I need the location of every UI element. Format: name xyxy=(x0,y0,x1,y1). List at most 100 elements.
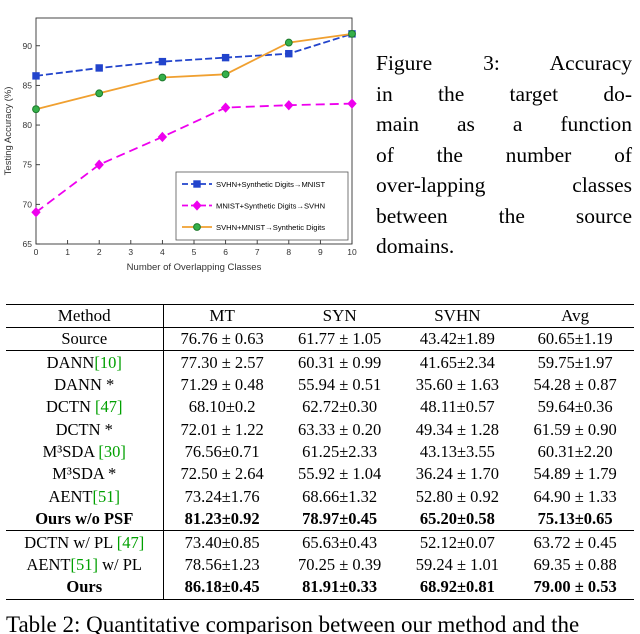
y-axis-label: Testing Accuracy (%) xyxy=(3,87,14,176)
value-cell: 70.25 ± 0.39 xyxy=(297,554,382,574)
caption-line: domains. xyxy=(376,234,455,258)
value-cell: 78.56±1.23 xyxy=(184,554,260,574)
x-tick-label: 1 xyxy=(65,247,70,257)
method-cell: Source xyxy=(6,327,164,352)
results-table: Method MT SYN SVHN Avg Source 76.76 ± 0.6… xyxy=(6,304,634,600)
diamond-marker xyxy=(94,159,104,170)
method-cell: DCTN * xyxy=(6,418,164,441)
value-cell: 54.89 ± 1.79 xyxy=(533,464,617,484)
value-cell: 54.28 ± 0.87 xyxy=(533,374,617,394)
x-tick-label: 10 xyxy=(347,247,357,257)
x-tick-label: 9 xyxy=(318,247,323,257)
circle-marker xyxy=(193,223,201,231)
table-row: Ours w/o PSF 81.23±0.92 78.97±0.45 65.20±0.… xyxy=(6,508,634,532)
x-tick-label: 2 xyxy=(97,247,102,257)
table-row: M³SDA * 72.50 ± 2.64 55.92 ± 1.04 36.24 ± 1… xyxy=(6,463,634,486)
value-cell: 68.66±1.32 xyxy=(302,486,378,506)
value-cell: 72.01 ± 1.22 xyxy=(180,419,264,439)
value-cell: 68.92±0.81 xyxy=(419,577,495,597)
table-row: DANN[10] 77.30 ± 2.57 60.31 ± 0.99 41.65±2.… xyxy=(6,350,634,374)
diamond-marker xyxy=(347,98,357,109)
y-tick-label: 80 xyxy=(23,120,33,130)
x-axis-label: Number of Overlapping Classes xyxy=(127,262,262,273)
method-cell: M³SDA * xyxy=(6,463,164,486)
value-cell: 72.50 ± 2.64 xyxy=(180,464,264,484)
value-cell: 65.63±0.43 xyxy=(302,532,378,552)
value-cell: 36.24 ± 1.70 xyxy=(415,464,500,484)
method-cell: DCTN w/ PL [47] xyxy=(6,530,164,554)
figure-3: 65 70 75 80 85 90 0 1 2 3 4 5 6 7 8 9 10 Testing Accuracy… xyxy=(0,0,640,290)
citation-ref: [47] xyxy=(95,397,123,417)
value-cell: 52.12±0.07 xyxy=(419,532,495,552)
caption-line: of the number of xyxy=(376,142,632,167)
x-tick-label: 8 xyxy=(286,247,291,257)
value-cell: 59.75±1.97 xyxy=(537,352,613,372)
plot-line-0 xyxy=(35,33,353,77)
figure-caption: Figure 3: Accuracy in the target do- mai… xyxy=(376,48,632,262)
diamond-marker xyxy=(157,131,168,143)
method-cell: M³SDA [30] xyxy=(6,440,164,464)
caption-line: Figure 3: Accuracy xyxy=(376,51,632,75)
value-cell: 76.56±0.71 xyxy=(184,442,260,462)
value-cell: 63.72 ± 0.45 xyxy=(533,532,617,552)
value-cell: 59.24 ± 1.01 xyxy=(415,554,500,574)
value-cell: 63.33 ± 0.20 xyxy=(297,419,382,439)
header-syn: SYN xyxy=(280,304,399,328)
accuracy-chart: 65 70 75 80 85 90 0 1 2 3 4 5 6 7 8 9 10 Testing Accuracy… xyxy=(0,6,362,290)
value-cell: 61.59 ± 0.90 xyxy=(533,419,617,439)
value-cell: 61.77 ± 1.05 xyxy=(280,327,399,352)
circle-marker xyxy=(158,73,167,82)
caption-line: over-lapping classes xyxy=(376,173,632,197)
legend: SVHN+Synthetic Digits→MNIST MNIST+Synthet… xyxy=(175,171,349,241)
value-cell: 41.65±2.34 xyxy=(419,352,495,372)
value-cell: 69.35 ± 0.88 xyxy=(533,554,617,574)
method-cell: DCTN [47] xyxy=(6,396,164,419)
circle-marker xyxy=(221,70,230,79)
circle-marker xyxy=(348,29,356,38)
y-tick-label: 90 xyxy=(23,41,33,51)
table-header-row: Method MT SYN SVHN Avg xyxy=(6,304,634,328)
y-tick-label: 75 xyxy=(23,160,33,170)
square-marker xyxy=(32,72,40,80)
value-cell: 55.92 ± 1.04 xyxy=(297,464,382,484)
header-svhn: SVHN xyxy=(398,304,517,328)
caption-line: in the target do- xyxy=(376,81,632,106)
square-marker xyxy=(193,180,201,188)
table-row: Ours 86.18±0.45 81.91±0.33 68.92±0.81 79.00 … xyxy=(6,576,634,599)
caption-line: between the source xyxy=(376,203,632,228)
value-cell: 71.29 ± 0.48 xyxy=(180,374,264,394)
plot-line-1 xyxy=(35,102,353,214)
value-cell: 76.76 ± 0.63 xyxy=(163,327,281,352)
x-tick-label: 0 xyxy=(34,247,39,257)
circle-marker xyxy=(95,89,104,98)
method-cell: DANN * xyxy=(6,373,164,397)
value-cell: 78.97±0.45 xyxy=(280,508,399,532)
value-cell: 55.94 ± 0.51 xyxy=(297,374,382,394)
value-cell: 65.20±0.58 xyxy=(398,508,517,532)
method-cell: Ours w/o PSF xyxy=(6,508,164,532)
value-cell: 61.25±2.33 xyxy=(302,442,378,462)
citation-ref: [47] xyxy=(116,532,145,552)
method-cell: AENT[51] w/ PL xyxy=(6,553,164,577)
x-tick-label: 4 xyxy=(160,247,165,257)
y-tick-label: 65 xyxy=(23,239,33,249)
value-cell: 68.10±0.2 xyxy=(188,397,256,417)
value-cell: 59.64±0.36 xyxy=(537,397,613,417)
value-cell: 86.18±0.45 xyxy=(184,577,260,597)
value-cell: 48.11±0.57 xyxy=(420,397,495,417)
table-row: DCTN w/ PL [47] 73.40±0.85 65.63±0.43 52.12… xyxy=(6,530,634,554)
diamond-marker xyxy=(284,100,294,111)
circle-marker xyxy=(284,38,293,47)
method-cell: Ours xyxy=(6,576,164,599)
table-row: DCTN [47] 68.10±0.2 62.72±0.30 48.11±0.57 59… xyxy=(6,396,634,419)
citation-ref: [51] xyxy=(92,486,121,506)
x-tick-label: 6 xyxy=(223,247,228,257)
value-cell: 73.40±0.85 xyxy=(184,532,260,552)
value-cell: 77.30 ± 2.57 xyxy=(180,352,264,372)
value-cell: 81.23±0.92 xyxy=(163,508,281,532)
caption-line: main as a function xyxy=(376,112,632,136)
diamond-marker xyxy=(192,200,202,211)
value-cell: 60.31±2.20 xyxy=(537,442,613,462)
value-cell: 60.65±1.19 xyxy=(516,327,634,352)
y-tick-label: 70 xyxy=(23,199,33,209)
